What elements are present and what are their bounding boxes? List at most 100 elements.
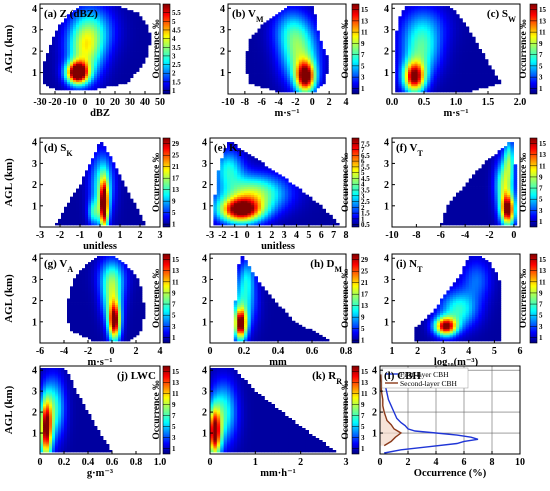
heatmap-cell xyxy=(316,63,320,66)
heatmap-cell xyxy=(94,156,98,159)
heatmap-cell xyxy=(298,42,303,46)
heatmap-cell xyxy=(462,75,466,79)
heatmap-cell xyxy=(115,170,119,173)
heatmap-cell xyxy=(94,55,98,58)
heatmap-cell xyxy=(475,51,479,54)
heatmap-cell xyxy=(408,83,412,87)
heatmap-cell xyxy=(94,59,98,62)
heatmap-cell xyxy=(49,73,53,76)
heatmap-cell xyxy=(319,51,323,54)
heatmap-cell xyxy=(301,198,306,202)
heatmap-cell xyxy=(295,6,300,9)
heatmap-cell xyxy=(76,67,80,70)
heatmap-cell xyxy=(61,53,65,56)
heatmap-cell xyxy=(475,81,479,85)
heatmap-cell xyxy=(82,59,86,62)
heatmap-cell xyxy=(271,220,275,224)
heatmap-cell xyxy=(284,8,288,11)
heatmap-cell xyxy=(139,16,143,19)
heatmap-cell xyxy=(316,30,320,34)
heatmap-cell xyxy=(121,216,125,220)
heatmap-cell xyxy=(237,164,241,167)
heatmap-cell xyxy=(94,208,98,212)
heatmap-cell xyxy=(106,42,110,46)
heatmap-cell xyxy=(481,69,486,72)
heatmap-cell xyxy=(254,61,258,64)
heatmap-cell xyxy=(109,190,113,194)
heatmap-cell xyxy=(91,158,95,161)
heatmap-cell xyxy=(136,12,140,15)
heatmap-cell xyxy=(278,212,282,216)
heatmap-cell xyxy=(414,16,418,19)
heatmap-cell xyxy=(70,38,74,42)
heatmap-cell xyxy=(472,79,476,83)
heatmap-cell xyxy=(478,75,482,79)
heatmap-cell xyxy=(284,38,288,42)
heatmap-cell xyxy=(449,24,454,27)
heatmap-cell xyxy=(247,220,252,224)
heatmap-cell xyxy=(88,65,92,68)
heatmap-cell xyxy=(70,216,74,220)
heatmap-cell xyxy=(274,190,279,194)
heatmap-cell xyxy=(73,16,77,19)
heatmap-cell xyxy=(481,77,486,81)
heatmap-cell xyxy=(440,222,444,226)
heatmap-cell xyxy=(115,174,119,177)
heatmap-cell xyxy=(133,212,137,216)
heatmap-cell xyxy=(288,206,292,210)
x-tick-label: 1 xyxy=(257,230,262,241)
heatmap-cell xyxy=(260,69,264,72)
heatmap-cell xyxy=(61,32,65,36)
heatmap-cell xyxy=(97,180,101,183)
heatmap-cell xyxy=(443,63,447,66)
heatmap-cell xyxy=(398,32,402,36)
heatmap-cell xyxy=(223,212,228,216)
y-tick-label: 3 xyxy=(32,25,37,36)
heatmap-cell xyxy=(85,59,89,62)
heatmap-cell xyxy=(248,75,252,79)
heatmap-cell xyxy=(55,46,59,50)
heatmap-cell xyxy=(430,53,434,56)
heatmap-cell xyxy=(227,148,231,151)
heatmap-cell xyxy=(288,192,292,196)
heatmap-cell xyxy=(79,208,83,212)
colorbar-tick-label: 7 xyxy=(539,51,543,59)
heatmap-cell xyxy=(414,59,418,62)
heatmap-cell xyxy=(103,174,107,177)
heatmap-cell xyxy=(278,63,282,66)
heatmap-cell xyxy=(298,218,303,222)
heatmap-cell xyxy=(404,73,409,76)
heatmap-cell xyxy=(443,36,447,40)
heatmap-cell xyxy=(82,220,86,224)
heatmap-cell xyxy=(254,34,258,38)
heatmap-cell xyxy=(247,182,252,185)
heatmap-cell xyxy=(257,73,261,76)
heatmap-cell xyxy=(263,67,267,70)
heatmap-cell xyxy=(263,61,267,64)
heatmap-cell xyxy=(112,202,116,206)
heatmap-cell xyxy=(301,6,306,9)
heatmap-cell xyxy=(427,87,431,91)
heatmap-cell xyxy=(79,8,83,11)
heatmap-cell xyxy=(395,61,399,64)
heatmap-cell xyxy=(288,218,292,222)
heatmap-cell xyxy=(484,222,489,226)
heatmap-cell xyxy=(67,83,71,87)
heatmap-cell xyxy=(100,176,104,179)
heatmap-cell xyxy=(94,202,98,206)
heatmap-cell xyxy=(295,61,300,64)
heatmap-cell xyxy=(488,71,492,74)
colorbar-tick-label: 5 xyxy=(539,62,543,70)
heatmap-cell xyxy=(142,20,146,23)
heatmap-cell xyxy=(109,12,113,15)
heatmap-cell xyxy=(237,176,241,179)
heatmap-cell xyxy=(295,194,299,198)
heatmap-cell xyxy=(127,40,131,44)
heatmap-cell xyxy=(260,36,264,40)
heatmap-cell xyxy=(97,8,101,11)
heatmap-cell xyxy=(240,166,245,169)
heatmap-cell xyxy=(298,198,303,202)
heatmap-cell xyxy=(64,216,68,220)
heatmap-cell xyxy=(79,59,83,62)
heatmap-cell xyxy=(318,208,323,212)
